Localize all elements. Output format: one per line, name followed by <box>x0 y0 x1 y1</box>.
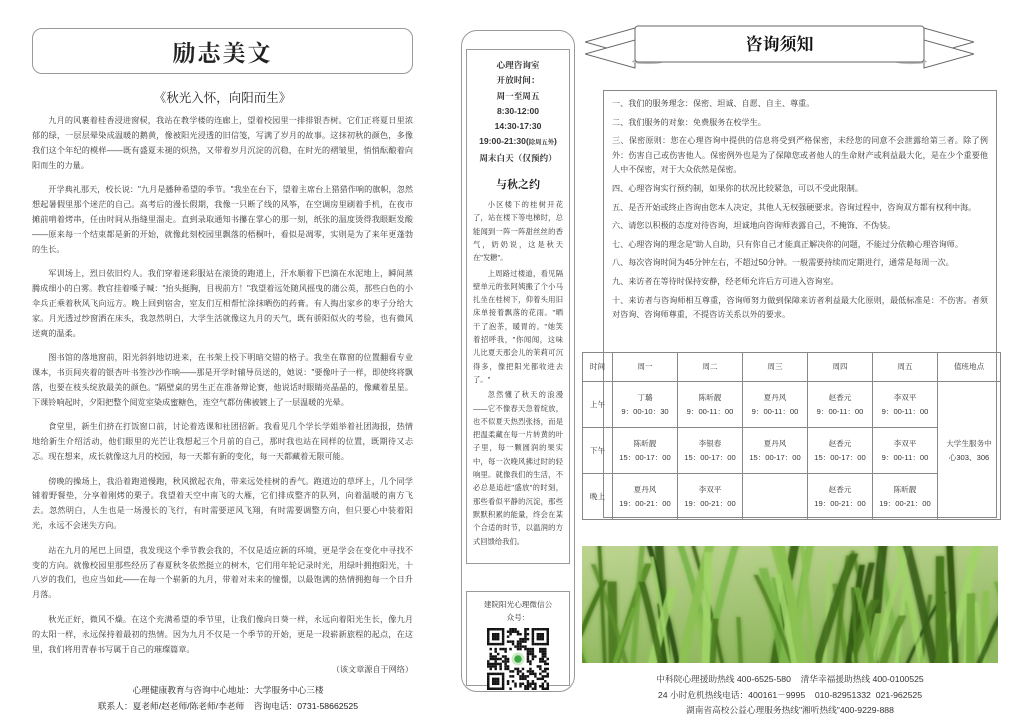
svg-text:咨询须知: 咨询须知 <box>746 30 814 55</box>
